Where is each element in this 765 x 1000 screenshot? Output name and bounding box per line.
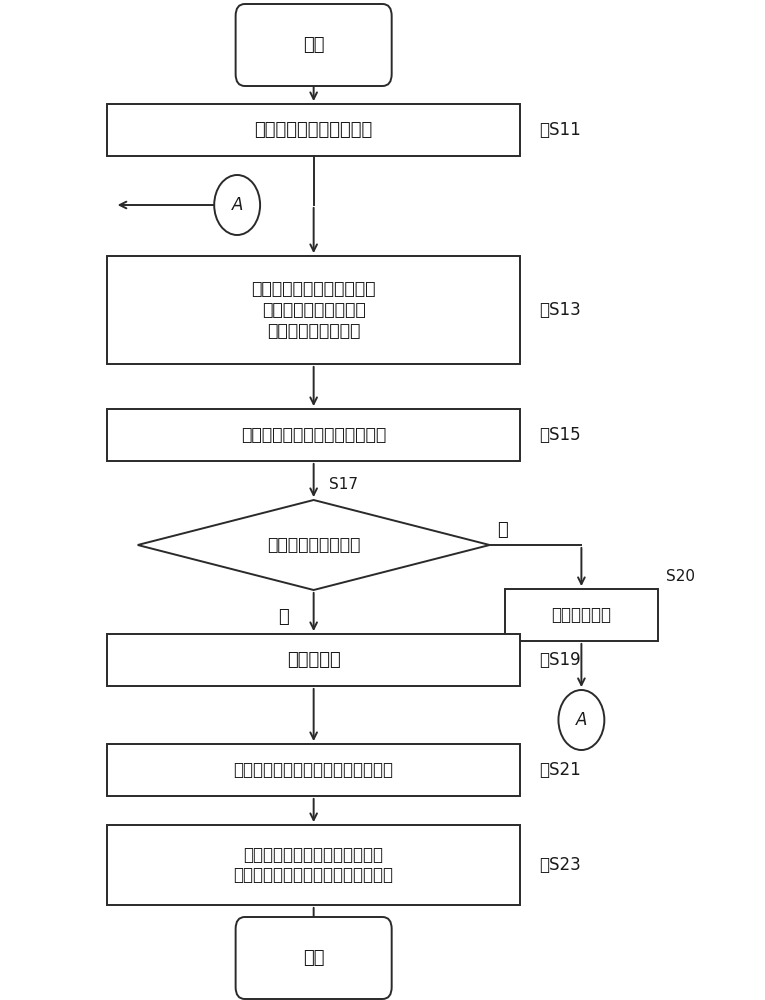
Circle shape <box>214 175 260 235</box>
Bar <box>107 825 520 905</box>
Circle shape <box>558 690 604 750</box>
Text: 接收车轮脉冲、车速及制动压力: 接收车轮脉冲、车速及制动压力 <box>241 426 386 444</box>
Text: ～S15: ～S15 <box>539 426 581 444</box>
FancyBboxPatch shape <box>236 917 392 999</box>
Text: S20: S20 <box>666 569 695 584</box>
Text: 结束: 结束 <box>303 949 324 967</box>
Text: A: A <box>232 196 243 214</box>
Text: 判断为正常路: 判断为正常路 <box>552 606 611 624</box>
Text: 请求自动停车或自动出车: 请求自动停车或自动出车 <box>255 121 373 139</box>
Bar <box>107 256 520 364</box>
Text: 判断为坡路: 判断为坡路 <box>287 651 340 669</box>
Text: ～S11: ～S11 <box>539 121 581 139</box>
Text: A: A <box>576 711 587 729</box>
FancyBboxPatch shape <box>236 4 392 86</box>
Text: 计算在坡路上的动作中所需的扭矩值: 计算在坡路上的动作中所需的扭矩值 <box>233 761 394 779</box>
Text: 开始: 开始 <box>303 36 324 54</box>
Bar <box>107 104 520 156</box>
Text: 是: 是 <box>497 521 508 539</box>
Bar <box>107 409 520 461</box>
Text: 将预先设定的扭矩值施加到
发动机控制装置而控制
自动停车或自动出车: 将预先设定的扭矩值施加到 发动机控制装置而控制 自动停车或自动出车 <box>252 280 376 340</box>
Text: 将所计算的扭矩值施加到发动机
控制装置而控制自动停车或自动出车: 将所计算的扭矩值施加到发动机 控制装置而控制自动停车或自动出车 <box>233 846 394 884</box>
Text: ～S21: ～S21 <box>539 761 581 779</box>
Bar <box>505 589 658 641</box>
Bar <box>107 744 520 796</box>
Text: 是否发生车辆的移动: 是否发生车辆的移动 <box>267 536 360 554</box>
Text: ～S19: ～S19 <box>539 651 581 669</box>
Text: S17: S17 <box>329 477 358 492</box>
Text: ～S13: ～S13 <box>539 301 581 319</box>
Text: ～S23: ～S23 <box>539 856 581 874</box>
Polygon shape <box>138 500 490 590</box>
Text: 否: 否 <box>278 608 288 626</box>
Bar <box>107 634 520 686</box>
